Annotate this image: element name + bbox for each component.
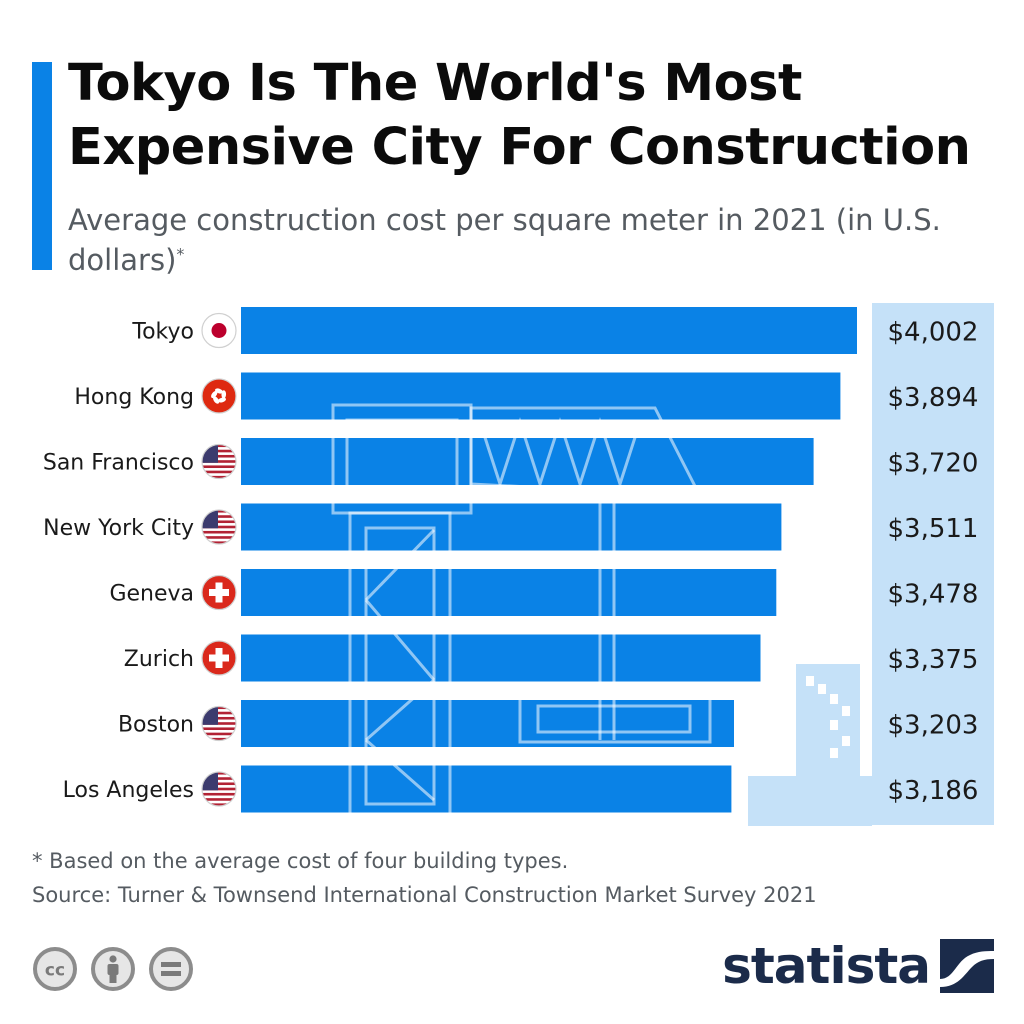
category-label: Hong Kong [74, 385, 194, 410]
category-label: New York City [43, 516, 194, 541]
japan-flag-icon [201, 312, 237, 349]
bar-new-york-city [241, 503, 782, 551]
license-icons: cc [32, 946, 194, 994]
category-label: Tokyo [131, 320, 194, 345]
footnote: * Based on the average cost of four buil… [32, 849, 569, 873]
bar-zurich [241, 634, 761, 682]
value-label: $3,894 [888, 383, 979, 413]
subtitle-footnote-marker: * [176, 244, 185, 264]
value-label: $3,203 [888, 711, 979, 741]
building-illustration [748, 664, 872, 826]
svg-text:cc: cc [45, 961, 65, 981]
switzerland-flag-icon [201, 640, 237, 676]
bar-geneva [241, 569, 777, 616]
category-label: San Francisco [43, 451, 194, 476]
usa-flag-icon [201, 509, 237, 545]
value-label: $3,720 [888, 449, 979, 479]
statista-wordmark: statista [722, 937, 931, 995]
value-label: $3,478 [888, 580, 979, 610]
category-label: Boston [118, 713, 194, 738]
statista-logo[interactable]: statista [722, 936, 994, 996]
category-label: Geneva [109, 582, 194, 607]
attribution-icon[interactable] [90, 946, 136, 992]
category-label: Los Angeles [63, 778, 194, 803]
chart-title: Tokyo Is The World's Most Expensive City… [68, 54, 971, 177]
switzerland-flag-icon [201, 574, 237, 611]
value-label: $3,375 [888, 645, 979, 675]
value-label: $3,186 [888, 776, 979, 806]
bar-tokyo [241, 307, 857, 354]
usa-flag-icon [201, 771, 237, 807]
usa-flag-icon [201, 443, 237, 480]
title-accent-bar [32, 62, 52, 270]
value-label: $4,002 [888, 318, 979, 348]
source-note: Source: Turner & Townsend International … [32, 883, 817, 907]
value-label: $3,511 [888, 514, 979, 544]
bar-los-angeles [241, 765, 732, 813]
usa-flag-icon [201, 705, 237, 742]
statista-logo-mark-icon [940, 939, 994, 993]
bar-hong-kong [241, 372, 841, 420]
hong-kong-flag-icon [201, 378, 237, 414]
bar-chart: Tokyo $4,002 Hong Kong $3,894 San Francisco $… [43, 303, 994, 826]
bar-boston [241, 700, 734, 747]
value-panel [872, 303, 994, 825]
category-label: Zurich [124, 647, 194, 672]
crane-illustration [331, 403, 712, 821]
chart-subtitle: Average construction cost per square met… [68, 200, 968, 280]
creative-commons-icon[interactable]: cc [32, 946, 78, 992]
no-derivatives-icon[interactable] [148, 946, 194, 992]
subtitle-text: Average construction cost per square met… [68, 203, 941, 277]
